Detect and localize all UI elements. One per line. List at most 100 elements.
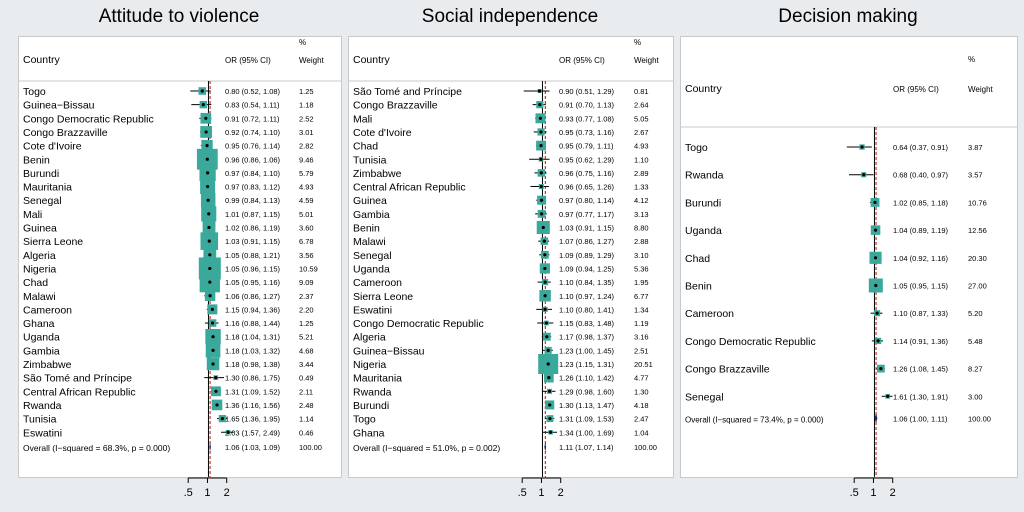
row-or-ci: 0.80 (0.52, 1.08) (225, 87, 281, 96)
row-point-estimate (539, 184, 543, 189)
row-country-label: Ghana (353, 427, 385, 439)
row-or-ci: 1.31 (1.09, 1.52) (225, 387, 281, 396)
row-point-estimate (548, 430, 553, 434)
row-weight: 3.57 (968, 171, 983, 180)
row-weight: 4.12 (634, 196, 649, 205)
row-point-estimate (542, 239, 546, 243)
row-country-label: Rwanda (353, 386, 392, 398)
row-or-ci: 1.18 (0.98, 1.38) (225, 360, 281, 369)
row-weight: 0.81 (634, 87, 649, 96)
row-country-label: Chad (353, 141, 378, 153)
row-country-label: Algeria (23, 250, 56, 262)
row-weight: 4.93 (634, 142, 649, 151)
row-weight: 1.30 (634, 387, 649, 396)
row-or-ci: 1.05 (0.95, 1.15) (893, 282, 949, 291)
row-country-label: Congo Brazzaville (353, 100, 438, 112)
row-country-label: Congo Democratic Republic (353, 318, 484, 330)
row-weight: 1.33 (634, 183, 649, 192)
row-weight: 3.44 (299, 360, 314, 369)
row-country-label: Benin (685, 281, 712, 293)
header-or: OR (95% CI) (893, 85, 939, 94)
row-country-label: Guinea−Bissau (353, 345, 425, 357)
row-weight: 3.87 (968, 143, 983, 152)
row-weight: 5.36 (634, 264, 649, 273)
row-point-estimate (211, 362, 215, 366)
row-country-label: Uganda (353, 263, 390, 275)
row-point-estimate (546, 348, 550, 352)
row-point-estimate (873, 256, 878, 260)
row-weight: 5.79 (299, 169, 314, 178)
row-point-estimate (874, 283, 878, 288)
row-country-label: Nigeria (23, 263, 56, 275)
row-country-label: Guinea (353, 195, 387, 207)
row-point-estimate (543, 266, 547, 271)
row-country-label: Sierra Leone (23, 236, 83, 248)
row-weight: 2.89 (634, 169, 649, 178)
x-axis-tick-label: 2 (224, 487, 230, 499)
row-or-ci: 1.05 (0.95, 1.16) (225, 278, 281, 287)
row-country-label: Senegal (685, 391, 724, 403)
x-axis-tick-label: 1 (204, 487, 210, 499)
row-point-estimate (543, 253, 547, 257)
row-weight: 5.01 (299, 210, 314, 219)
row-or-ci: 1.09 (0.94, 1.25) (559, 264, 615, 273)
row-or-ci: 1.18 (1.04, 1.31) (225, 333, 281, 342)
row-country-label: Eswatini (23, 427, 62, 439)
row-point-estimate (215, 403, 219, 407)
row-country-label: Congo Brazzaville (685, 364, 770, 376)
overall-or-ci: 1.11 (1.07, 1.14) (559, 443, 614, 452)
row-point-estimate (548, 403, 552, 407)
row-country-label: Zimbabwe (353, 168, 402, 180)
row-weight: 1.18 (299, 101, 314, 110)
row-weight: 3.10 (634, 251, 649, 260)
row-or-ci: 1.30 (0.86, 1.75) (225, 374, 281, 383)
row-weight: 20.30 (968, 254, 987, 263)
row-point-estimate (543, 280, 547, 284)
row-country-label: Sierra Leone (353, 291, 413, 303)
row-weight: 12.56 (968, 226, 987, 235)
row-point-estimate (208, 266, 212, 271)
row-weight: 27.00 (968, 282, 987, 291)
header-country: Country (685, 83, 723, 95)
row-point-estimate (539, 144, 543, 148)
row-country-label: Togo (23, 86, 46, 98)
row-weight: 2.11 (299, 387, 313, 396)
row-country-label: Tunisia (23, 414, 57, 426)
row-weight: 2.52 (299, 114, 314, 123)
overall-diamond (874, 413, 878, 424)
row-weight: 8.27 (968, 365, 983, 374)
row-or-ci: 1.04 (0.92, 1.16) (893, 254, 949, 263)
row-country-label: Algeria (353, 332, 386, 344)
row-or-ci: 0.97 (0.77, 1.17) (559, 210, 615, 219)
forest-plot-social: Country OR (95% CI)% Weight São Tomé and Pr… (349, 38, 673, 477)
row-or-ci: 1.26 (1.10, 1.42) (559, 374, 615, 383)
panel-title-attitude: Attitude to violence (98, 6, 260, 27)
row-weight: 3.16 (634, 333, 649, 342)
row-country-label: Rwanda (685, 170, 724, 182)
row-or-ci: 1.23 (1.15, 1.31) (559, 360, 615, 369)
x-axis-tick-label: .5 (184, 487, 193, 499)
row-point-estimate (875, 311, 879, 315)
row-or-ci: 0.90 (0.51, 1.29) (559, 87, 615, 96)
row-point-estimate (207, 212, 211, 216)
forest-panel-decision: Country OR (95% CI)% Weight Togo 0.64 (0.37,… (680, 36, 1018, 478)
row-point-estimate (879, 367, 883, 371)
row-point-estimate (206, 198, 210, 202)
x-axis-tick-label: 2 (558, 487, 564, 499)
row-point-estimate (548, 417, 552, 421)
row-country-label: Senegal (353, 250, 392, 262)
row-point-estimate (214, 376, 218, 380)
row-or-ci: 0.97 (0.83, 1.12) (225, 183, 281, 192)
row-weight: 2.88 (634, 237, 649, 246)
panel-title-decision: Decision making (778, 6, 918, 27)
row-weight: 1.14 (299, 415, 314, 424)
row-or-ci: 1.05 (0.96, 1.15) (225, 264, 281, 273)
row-weight: 4.77 (634, 374, 649, 383)
row-country-label: Cameroon (23, 304, 72, 316)
row-weight: 0.49 (299, 374, 314, 383)
row-point-estimate (211, 335, 215, 339)
header-weight: Weight (634, 56, 660, 65)
row-point-estimate (226, 430, 230, 434)
row-or-ci: 1.07 (0.86, 1.27) (559, 237, 615, 246)
row-weight: 5.05 (634, 114, 649, 123)
